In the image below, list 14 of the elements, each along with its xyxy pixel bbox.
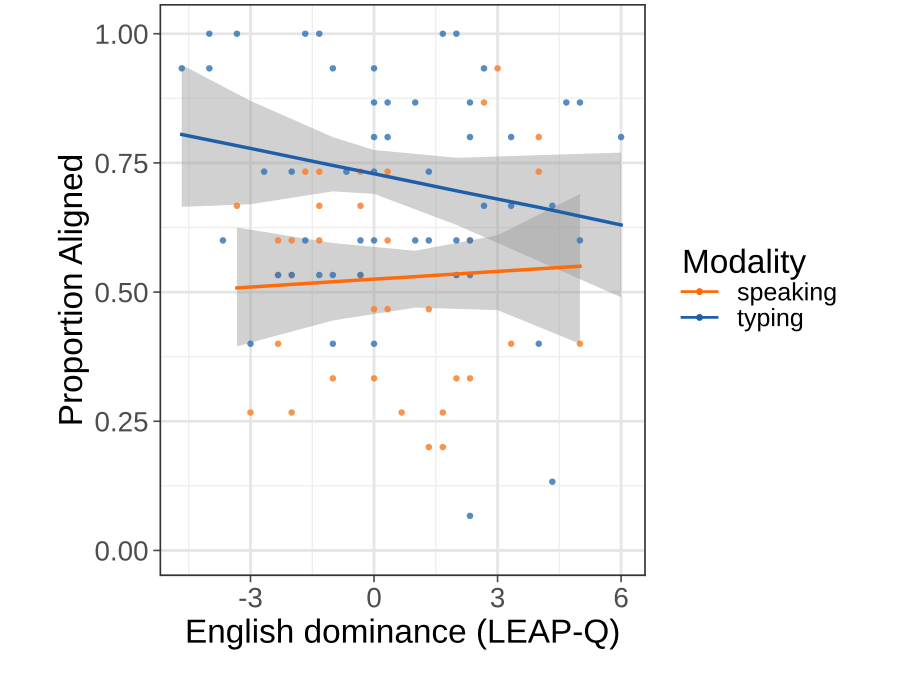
legend-title: Modality	[684, 248, 806, 280]
x-tick-label: -3	[239, 588, 262, 608]
x-axis-title: English dominance (LEAP-Q)	[188, 618, 618, 650]
x-tick-label: 0	[367, 588, 381, 608]
y-tick-label: 0.75	[96, 154, 148, 174]
legend-label: speaking	[738, 282, 836, 306]
y-tick-label: 0.00	[96, 541, 148, 561]
legend-label: typing	[737, 308, 802, 332]
y-tick-label: 0.25	[96, 412, 148, 432]
x-tick-label: 6	[614, 588, 628, 608]
y-tick-label: 1.00	[96, 24, 148, 44]
x-tick-label: 3	[490, 588, 504, 608]
y-tick-label: 0.50	[96, 282, 148, 302]
y-axis-title: Proportion Aligned	[58, 156, 89, 424]
